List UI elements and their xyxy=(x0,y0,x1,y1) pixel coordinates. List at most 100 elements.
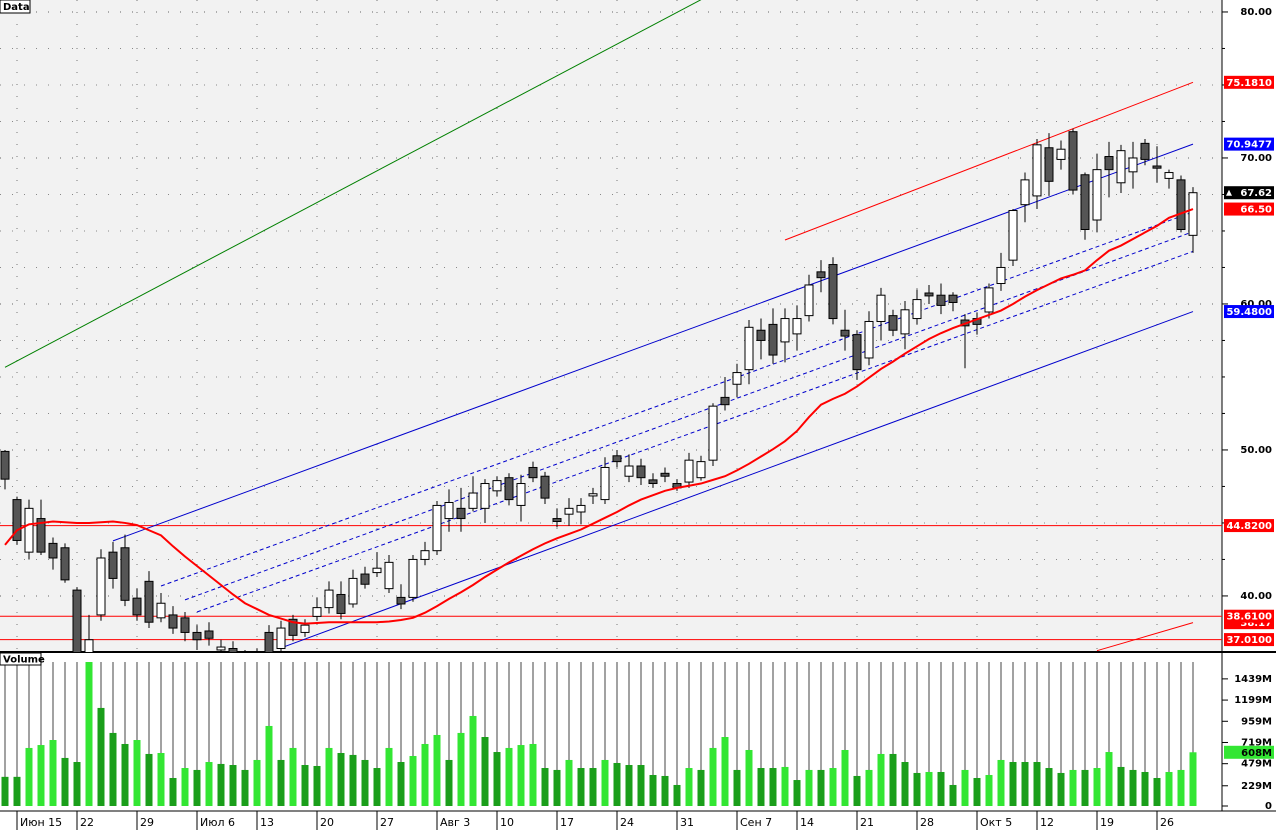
volume-bar xyxy=(901,762,909,806)
candle-body xyxy=(504,477,514,501)
candle-body xyxy=(792,318,802,335)
candle-body xyxy=(336,593,346,614)
candle-body xyxy=(1032,144,1042,197)
volume-bar xyxy=(949,784,957,806)
right-axis xyxy=(1222,0,1276,811)
candle-body xyxy=(552,518,562,522)
candle-body xyxy=(288,618,298,636)
trend-line xyxy=(196,250,1194,613)
candle-body xyxy=(660,472,670,477)
volume-bar xyxy=(1057,772,1065,806)
volume-bar xyxy=(889,753,897,806)
candle-body xyxy=(1116,150,1126,184)
candle-body xyxy=(756,329,766,341)
volume-bar xyxy=(133,740,141,806)
x-tick-label: 17 xyxy=(560,816,574,829)
volume-bar xyxy=(385,747,393,806)
value-tag: 44.8200 xyxy=(1226,521,1272,532)
volume-bar xyxy=(1129,769,1137,806)
candle-body xyxy=(1080,174,1090,230)
volume-bar xyxy=(205,762,213,806)
candle-body xyxy=(1056,148,1066,160)
volume-bar xyxy=(169,777,177,806)
volume-bar xyxy=(193,769,201,806)
volume-bar xyxy=(1105,752,1113,806)
volume-bar xyxy=(181,768,189,806)
candle-body xyxy=(996,266,1006,285)
axes: 40.00 50.00 60.00 70.00 80.00 Июн 15 22 29 Июл 6… xyxy=(16,7,1274,830)
volume-bar xyxy=(673,784,681,806)
y-tick-label: 50.00 xyxy=(1240,445,1272,456)
x-tick-label: 19 xyxy=(1100,816,1114,829)
moving-average xyxy=(4,208,1194,625)
candle-body xyxy=(816,271,826,279)
candle-body xyxy=(192,631,202,641)
x-tick-label: 20 xyxy=(320,816,334,829)
candle-body xyxy=(720,396,730,406)
candle-body xyxy=(48,542,58,559)
value-tag: 70.9477 xyxy=(1226,140,1272,151)
candle-body xyxy=(372,567,382,574)
candle-body xyxy=(456,507,466,520)
candle-body xyxy=(228,647,238,652)
candle-body xyxy=(576,504,586,513)
candle-body xyxy=(1008,210,1018,261)
trend-line xyxy=(160,211,1194,587)
value-tag: 66.50 xyxy=(1240,205,1272,216)
candle-body xyxy=(1140,142,1150,160)
volume-bar xyxy=(1045,768,1053,806)
volume-bar xyxy=(685,768,693,806)
volume-tick-label: 479M xyxy=(1241,759,1272,770)
x-tick-label: 21 xyxy=(860,816,874,829)
candle-body xyxy=(1020,179,1030,206)
value-tag-box xyxy=(1224,137,1274,151)
y-tick-label: 40.00 xyxy=(1240,591,1272,602)
volume-bar xyxy=(565,759,573,806)
volume-tick-label: 959M xyxy=(1241,716,1272,727)
volume-tick-label: 719M xyxy=(1241,737,1272,748)
volume-bar xyxy=(793,780,801,806)
candle-body xyxy=(768,323,778,356)
volume-bar xyxy=(1069,769,1077,806)
candle-body xyxy=(300,624,310,633)
value-tag: 608M xyxy=(1241,748,1272,759)
candle-body xyxy=(276,627,286,649)
volume-bar xyxy=(661,775,669,806)
candle-body xyxy=(264,631,274,652)
x-tick-label: Авг 3 xyxy=(440,816,470,829)
volume-bar xyxy=(361,759,369,806)
volume-bar xyxy=(469,715,477,806)
x-tick-label: 12 xyxy=(1040,816,1054,829)
volume-bar xyxy=(829,768,837,806)
volume-bar xyxy=(421,743,429,806)
direction-arrow xyxy=(1226,189,1232,196)
volume-pane xyxy=(0,653,1222,810)
volume-tick-label: 1439M xyxy=(1234,674,1272,685)
volume-bar xyxy=(1117,766,1125,806)
value-tag-box xyxy=(1224,745,1274,759)
candle-body xyxy=(924,292,934,297)
x-tick-label: 14 xyxy=(800,816,814,829)
candle-body xyxy=(1164,172,1174,179)
candle-body xyxy=(684,459,694,483)
candle-body xyxy=(360,573,370,585)
volume-bar xyxy=(937,771,945,806)
x-tick-label: Сен 7 xyxy=(740,816,772,829)
volume-bar xyxy=(841,749,849,806)
candle-body xyxy=(420,550,430,560)
candle-body xyxy=(24,507,34,553)
candle-body xyxy=(516,483,526,506)
y-tick-label: 80.00 xyxy=(1240,7,1272,18)
volume-bar xyxy=(109,732,117,806)
volume-bar xyxy=(157,752,165,806)
volume-bar xyxy=(493,752,501,806)
volume-bar xyxy=(625,765,633,806)
x-tick-label: 27 xyxy=(380,816,394,829)
price-plot xyxy=(0,0,1222,652)
volume-bar xyxy=(961,769,969,806)
candle-body xyxy=(708,405,718,461)
candle-body xyxy=(408,558,418,598)
candle-body xyxy=(468,492,478,509)
value-tag-box xyxy=(1224,519,1274,533)
